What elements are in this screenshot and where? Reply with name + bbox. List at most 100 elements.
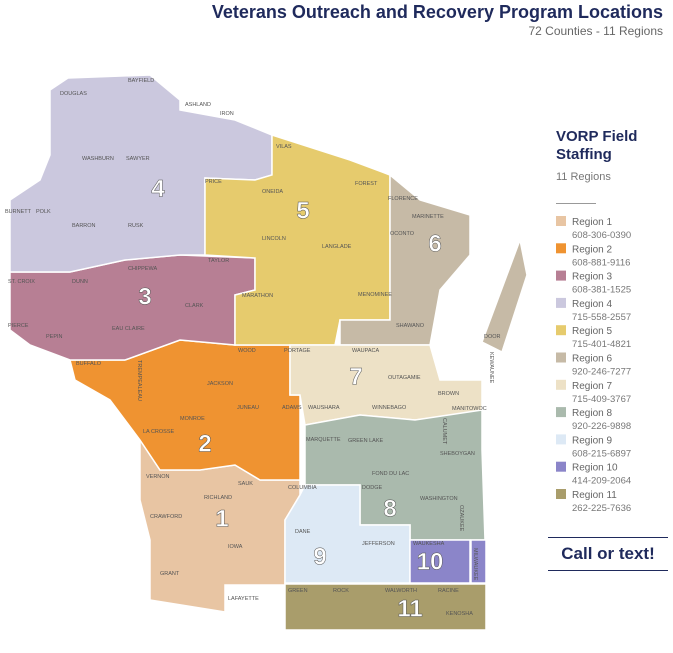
county-label: LINCOLN bbox=[262, 236, 286, 242]
legend-swatch bbox=[556, 270, 566, 281]
county-label: FOREST bbox=[355, 181, 378, 187]
county-label: CALUMET bbox=[441, 418, 447, 445]
legend-swatch bbox=[556, 297, 566, 308]
county-label: PEPIN bbox=[46, 334, 63, 340]
county-label: MONROE bbox=[180, 416, 205, 422]
county-label: WAUKESHA bbox=[413, 541, 445, 547]
county-label: MILWAUKEE bbox=[472, 548, 478, 581]
county-label: BURNETT bbox=[5, 209, 32, 215]
county-label: MANITOWOC bbox=[452, 406, 487, 412]
county-label: LA CROSSE bbox=[143, 429, 175, 435]
county-label: WALWORTH bbox=[385, 588, 417, 594]
county-label: LAFAYETTE bbox=[228, 596, 259, 602]
county-label: RUSK bbox=[128, 223, 144, 229]
legend-phone: 920-226-9898 bbox=[572, 421, 631, 432]
county-label: VILAS bbox=[276, 144, 292, 150]
county-label: ASHLAND bbox=[185, 102, 211, 108]
legend-swatch bbox=[556, 243, 566, 254]
region-number: 1 bbox=[215, 505, 228, 532]
county-label: CLARK bbox=[185, 303, 204, 309]
legend-name: Region 7 bbox=[572, 381, 612, 392]
county-label: DANE bbox=[295, 529, 311, 535]
county-label: WASHBURN bbox=[82, 156, 114, 162]
call-to-action[interactable]: Call or text! bbox=[548, 537, 668, 571]
county-label: SHAWANO bbox=[396, 323, 425, 329]
legend-name: Region 5 bbox=[572, 326, 612, 337]
county-label: TAYLOR bbox=[208, 258, 229, 264]
county-label: ROCK bbox=[333, 588, 349, 594]
region-number: 2 bbox=[198, 430, 211, 457]
region-area bbox=[284, 484, 411, 584]
county-label: MENOMINEE bbox=[358, 292, 392, 298]
county-label: CRAWFORD bbox=[150, 514, 182, 520]
legend-swatch bbox=[556, 461, 566, 472]
county-label: PIERCE bbox=[8, 323, 29, 329]
county-label: WAUPACA bbox=[352, 348, 380, 354]
county-label: WINNEBAGO bbox=[372, 405, 407, 411]
county-label: ADAMS bbox=[282, 405, 302, 411]
county-label: KEWAUNEE bbox=[488, 352, 494, 384]
region-number: 4 bbox=[151, 175, 165, 202]
region-area bbox=[284, 583, 487, 631]
county-label: WAUSHARA bbox=[308, 405, 340, 411]
legend-swatch bbox=[556, 489, 566, 499]
county-label: DUNN bbox=[72, 279, 88, 285]
county-label: VERNON bbox=[146, 474, 170, 480]
county-label: SAWYER bbox=[126, 156, 150, 162]
region-area bbox=[289, 344, 483, 426]
region-number: 9 bbox=[313, 543, 326, 570]
county-label: GREEN LAKE bbox=[348, 438, 383, 444]
legend-name: Region 6 bbox=[572, 354, 612, 365]
legend-swatch bbox=[556, 325, 566, 336]
county-label: BARRON bbox=[72, 223, 96, 229]
county-label: ONEIDA bbox=[262, 189, 283, 195]
county-label: LANGLADE bbox=[322, 244, 352, 250]
legend-phone: 608-215-6897 bbox=[572, 448, 631, 459]
region-number: 6 bbox=[428, 230, 441, 257]
county-label: BUFFALO bbox=[76, 361, 102, 367]
legend-phone: 715-409-3767 bbox=[572, 394, 631, 405]
county-label: WOOD bbox=[238, 348, 256, 354]
county-label: PRICE bbox=[205, 179, 222, 185]
region-number: 11 bbox=[397, 595, 422, 622]
county-label: KENOSHA bbox=[446, 611, 473, 617]
county-label: JUNEAU bbox=[237, 405, 259, 411]
legend-name: Region 8 bbox=[572, 408, 612, 419]
legend-title: VORP Field Staffing bbox=[556, 128, 638, 163]
county-label: BROWN bbox=[438, 391, 459, 397]
region-area bbox=[69, 339, 301, 481]
legend-swatch bbox=[556, 407, 566, 418]
region-number: 3 bbox=[138, 283, 151, 310]
legend-name: Region 2 bbox=[572, 244, 612, 255]
county-label: IRON bbox=[220, 111, 234, 117]
legend-phone: 715-558-2557 bbox=[572, 312, 631, 323]
county-label: POLK bbox=[36, 209, 51, 215]
county-label: ST. CROIX bbox=[8, 279, 35, 285]
county-label: MARATHON bbox=[242, 293, 273, 299]
legend-name: Region 1 bbox=[572, 217, 612, 228]
region-number: 8 bbox=[383, 495, 396, 522]
county-label: EAU CLAIRE bbox=[112, 326, 145, 332]
legend-phone: 608-306-0390 bbox=[572, 230, 631, 241]
region-area bbox=[481, 237, 528, 354]
county-label: MARINETTE bbox=[412, 214, 444, 220]
county-label: CHIPPEWA bbox=[128, 266, 157, 272]
county-label: PORTAGE bbox=[284, 348, 311, 354]
county-label: OCONTO bbox=[390, 231, 415, 237]
county-label: BAYFIELD bbox=[128, 78, 154, 84]
separator bbox=[556, 203, 596, 204]
legend-phone: 608-381-1525 bbox=[572, 285, 631, 296]
county-label: SHEBOYGAN bbox=[440, 451, 475, 457]
legend-phone: 608-881-9116 bbox=[572, 257, 630, 268]
county-label: DOOR bbox=[484, 334, 501, 340]
legend-name: Region 10 bbox=[572, 463, 618, 474]
legend-swatch bbox=[556, 216, 566, 226]
subtitle: 72 Counties - 11 Regions bbox=[528, 24, 663, 38]
county-label: RICHLAND bbox=[204, 495, 232, 501]
county-label: SAUK bbox=[238, 481, 253, 487]
county-label: JACKSON bbox=[207, 381, 233, 387]
region-number: 5 bbox=[296, 197, 309, 224]
legend-name: Region 3 bbox=[572, 272, 612, 283]
